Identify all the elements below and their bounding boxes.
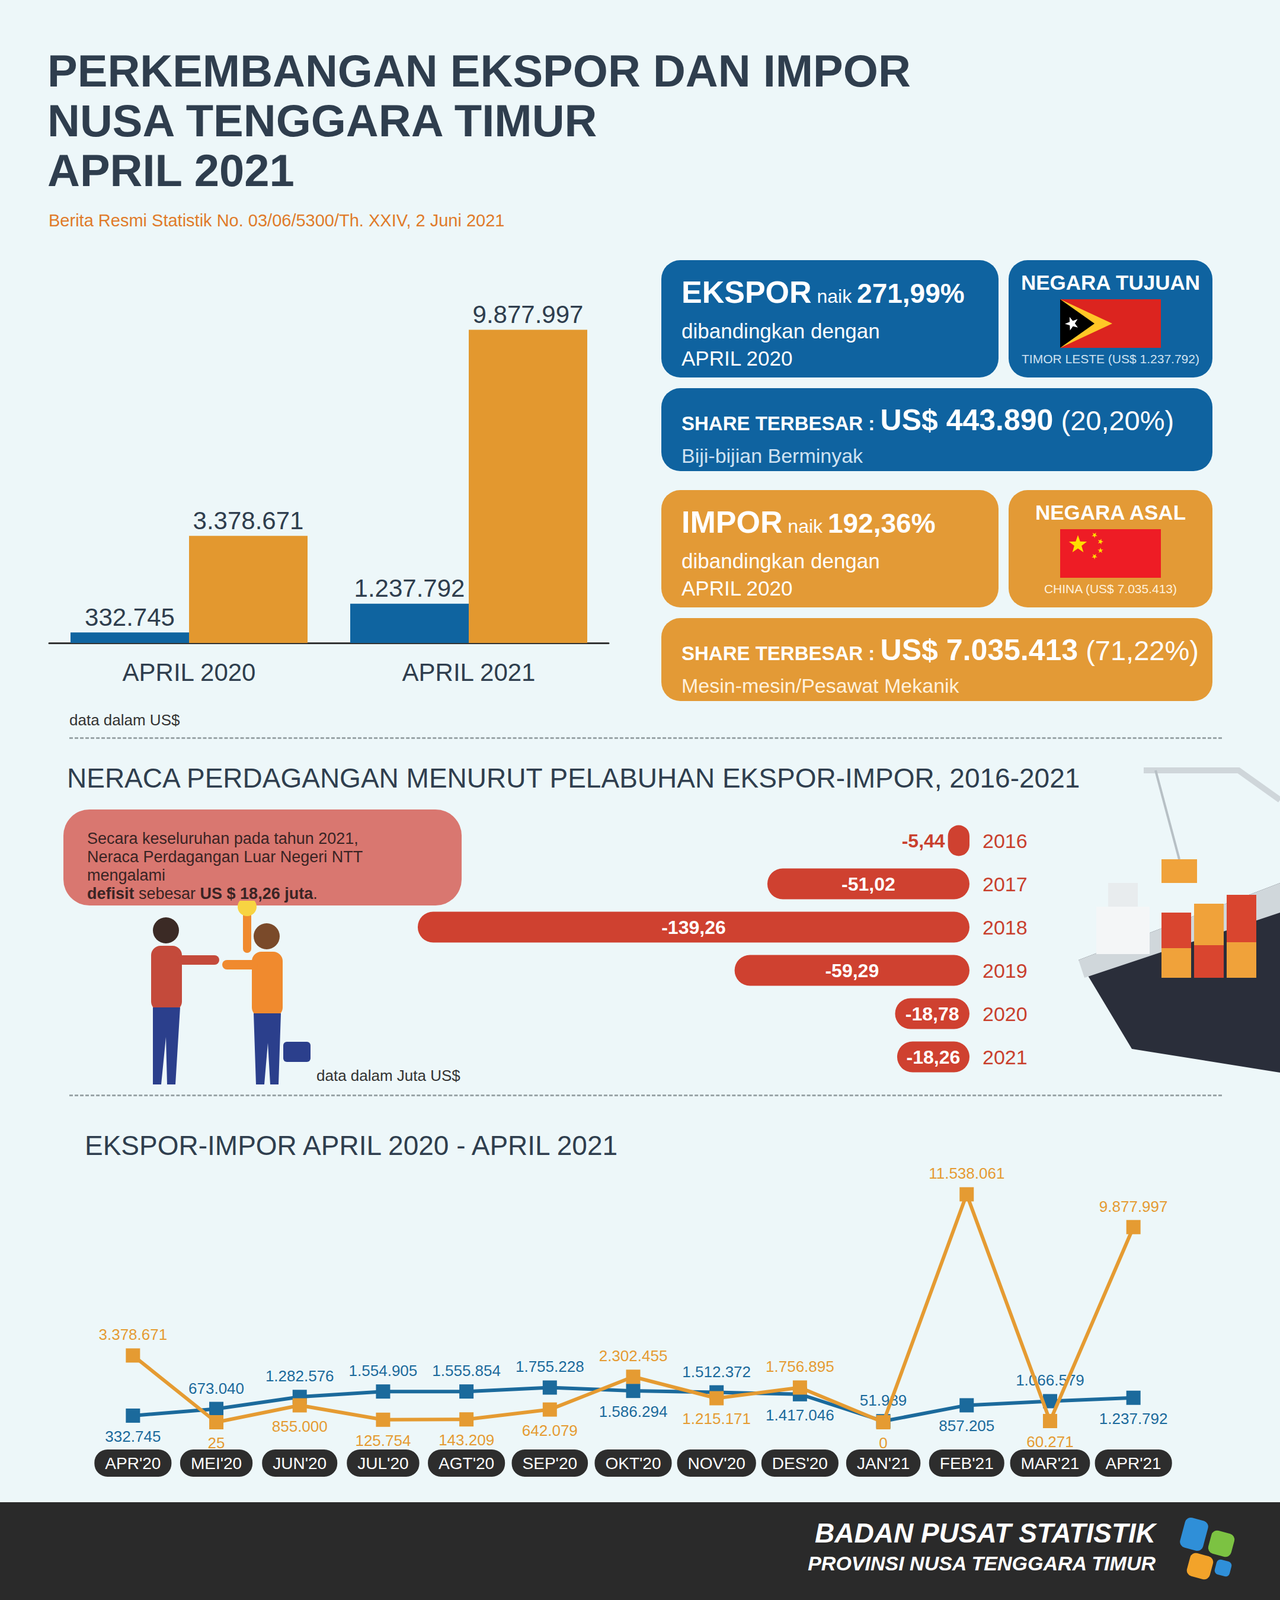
svg-text:9.877.997: 9.877.997	[1099, 1197, 1168, 1216]
svg-text:2016: 2016	[982, 829, 1028, 853]
svg-text:JUN'20: JUN'20	[272, 1454, 327, 1473]
html-text:SHARE TERBESAR :US$ 443.890 (2: SHARE TERBESAR :US$ 443.890 (20,20%)	[681, 403, 1175, 437]
svg-text:JUL'20: JUL'20	[357, 1454, 409, 1473]
svg-text:1.237.792: 1.237.792	[1099, 1409, 1168, 1428]
svg-text:2020: 2020	[982, 1002, 1028, 1026]
svg-text:332.745: 332.745	[84, 603, 175, 632]
svg-text:855.000: 855.000	[272, 1417, 328, 1436]
svg-text:APRIL 2020: APRIL 2020	[122, 658, 256, 687]
html-text:NEGARA TUJUAN: NEGARA TUJUAN	[1021, 270, 1200, 294]
svg-text:AGT'20: AGT'20	[438, 1454, 495, 1473]
svg-text:2.302.455: 2.302.455	[599, 1346, 668, 1365]
svg-text:JAN'21: JAN'21	[856, 1454, 910, 1473]
svg-text:2019: 2019	[982, 959, 1028, 982]
svg-text:11.538.061: 11.538.061	[928, 1164, 1005, 1183]
html-text:BADAN PUSAT STATISTIK: BADAN PUSAT STATISTIK	[814, 1517, 1156, 1549]
svg-text:1.237.792: 1.237.792	[354, 574, 466, 603]
svg-text:857.205: 857.205	[938, 1416, 995, 1435]
svg-text:1.282.576: 1.282.576	[265, 1367, 335, 1385]
svg-text:60.271: 60.271	[1026, 1432, 1074, 1451]
svg-text:642.079: 642.079	[522, 1421, 578, 1440]
svg-text:-51,02: -51,02	[841, 873, 896, 895]
html-text:APRIL 2020: APRIL 2020	[681, 576, 793, 600]
svg-text:51.989: 51.989	[859, 1391, 908, 1410]
svg-text:1.417.046: 1.417.046	[765, 1406, 835, 1424]
html-text:dibandingkan dengan: dibandingkan dengan	[681, 319, 880, 343]
html-text:NEGARA ASAL: NEGARA ASAL	[1035, 500, 1186, 524]
svg-text:2021: 2021	[982, 1045, 1028, 1069]
svg-text:1.066.579: 1.066.579	[1015, 1371, 1085, 1390]
svg-text:1.755.228: 1.755.228	[515, 1357, 585, 1376]
svg-text:25: 25	[208, 1434, 226, 1452]
svg-text:SEP'20: SEP'20	[522, 1454, 578, 1473]
svg-text:DES'20: DES'20	[772, 1454, 828, 1473]
svg-text:1.554.905: 1.554.905	[349, 1361, 418, 1380]
svg-text:APR'21: APR'21	[1105, 1454, 1162, 1473]
html-text:CHINA (US$ 7.035.413): CHINA (US$ 7.035.413)	[1044, 581, 1177, 596]
svg-text:OKT'20: OKT'20	[605, 1454, 661, 1473]
html-text:TIMOR LESTE (US$ 1.237.792): TIMOR LESTE (US$ 1.237.792)	[1021, 352, 1200, 366]
svg-text:9.877.997: 9.877.997	[472, 300, 584, 329]
svg-text:1.756.895: 1.756.895	[765, 1357, 835, 1376]
html-text:APRIL 2021: APRIL 2021	[47, 145, 295, 196]
html-text:dibandingkan dengan: dibandingkan dengan	[681, 549, 880, 573]
html-text:PERKEMBANGAN EKSPOR DAN IMPOR: PERKEMBANGAN EKSPOR DAN IMPOR	[47, 45, 911, 96]
svg-text:0: 0	[878, 1434, 888, 1452]
svg-text:-5,44: -5,44	[901, 830, 946, 852]
svg-text:673.040: 673.040	[188, 1379, 245, 1398]
svg-text:APR'20: APR'20	[104, 1454, 161, 1473]
html-text:Secara keseluruhan pada tahun: Secara keseluruhan pada tahun 2021,	[87, 829, 359, 848]
html-text:SHARE TERBESAR :US$ 7.035.413: SHARE TERBESAR :US$ 7.035.413 (71,22%)	[681, 633, 1199, 667]
svg-text:3.378.671: 3.378.671	[193, 506, 304, 535]
svg-text:125.754: 125.754	[354, 1431, 411, 1450]
svg-text:-59,29: -59,29	[824, 960, 879, 982]
html-text:Berita Resmi Statistik No. 03/: Berita Resmi Statistik No. 03/06/5300/Th…	[48, 210, 505, 230]
html-text:APRIL 2020: APRIL 2020	[681, 346, 793, 370]
svg-text:332.745: 332.745	[104, 1427, 161, 1446]
svg-text:NOV'20: NOV'20	[688, 1454, 746, 1473]
html-text:IMPORnaik192,36%: IMPORnaik192,36%	[681, 504, 936, 540]
svg-text:-18,78: -18,78	[905, 1003, 960, 1025]
svg-text:-18,26: -18,26	[906, 1046, 961, 1068]
svg-text:1.512.372: 1.512.372	[682, 1362, 751, 1381]
html-text:Biji-bijian Berminyak: Biji-bijian Berminyak	[681, 444, 863, 467]
svg-text:143.209: 143.209	[438, 1431, 495, 1449]
svg-text:2018: 2018	[982, 916, 1028, 939]
html-text:data dalam Juta US$: data dalam Juta US$	[316, 1066, 461, 1085]
html-text:defisit sebesar US $ 18,26 jut: defisit sebesar US $ 18,26 juta.	[87, 884, 318, 903]
html-text:Mesin-mesin/Pesawat Mekanik: Mesin-mesin/Pesawat Mekanik	[681, 674, 960, 697]
svg-text:MEI'20: MEI'20	[190, 1454, 242, 1473]
svg-text:1.215.171: 1.215.171	[682, 1409, 751, 1428]
html-text:EKSPOR-IMPOR APRIL 2020 - APRI: EKSPOR-IMPOR APRIL 2020 - APRIL 2021	[84, 1130, 618, 1161]
svg-text:1.555.854: 1.555.854	[432, 1361, 501, 1380]
svg-text:APRIL 2021: APRIL 2021	[402, 658, 536, 687]
svg-text:-139,26: -139,26	[661, 916, 726, 939]
html-text:Neraca Perdagangan Luar Negeri: Neraca Perdagangan Luar Negeri NTT menga…	[87, 848, 363, 885]
svg-text:3.378.671: 3.378.671	[98, 1325, 168, 1344]
html-text:data dalam US$: data dalam US$	[69, 711, 180, 729]
svg-text:FEB'21: FEB'21	[939, 1454, 994, 1473]
html-text:PROVINSI NUSA TENGGARA TIMUR: PROVINSI NUSA TENGGARA TIMUR	[807, 1552, 1156, 1575]
html-text:NERACA PERDAGANGAN MENURUT PEL: NERACA PERDAGANGAN MENURUT PELABUHAN EKS…	[66, 762, 1080, 794]
html-text:EKSPORnaik271,99%: EKSPORnaik271,99%	[681, 274, 965, 310]
svg-text:MAR'21: MAR'21	[1021, 1454, 1080, 1473]
svg-text:2017: 2017	[982, 872, 1028, 896]
html-text:NUSA TENGGARA TIMUR: NUSA TENGGARA TIMUR	[47, 95, 597, 146]
svg-text:1.586.294: 1.586.294	[599, 1402, 668, 1421]
